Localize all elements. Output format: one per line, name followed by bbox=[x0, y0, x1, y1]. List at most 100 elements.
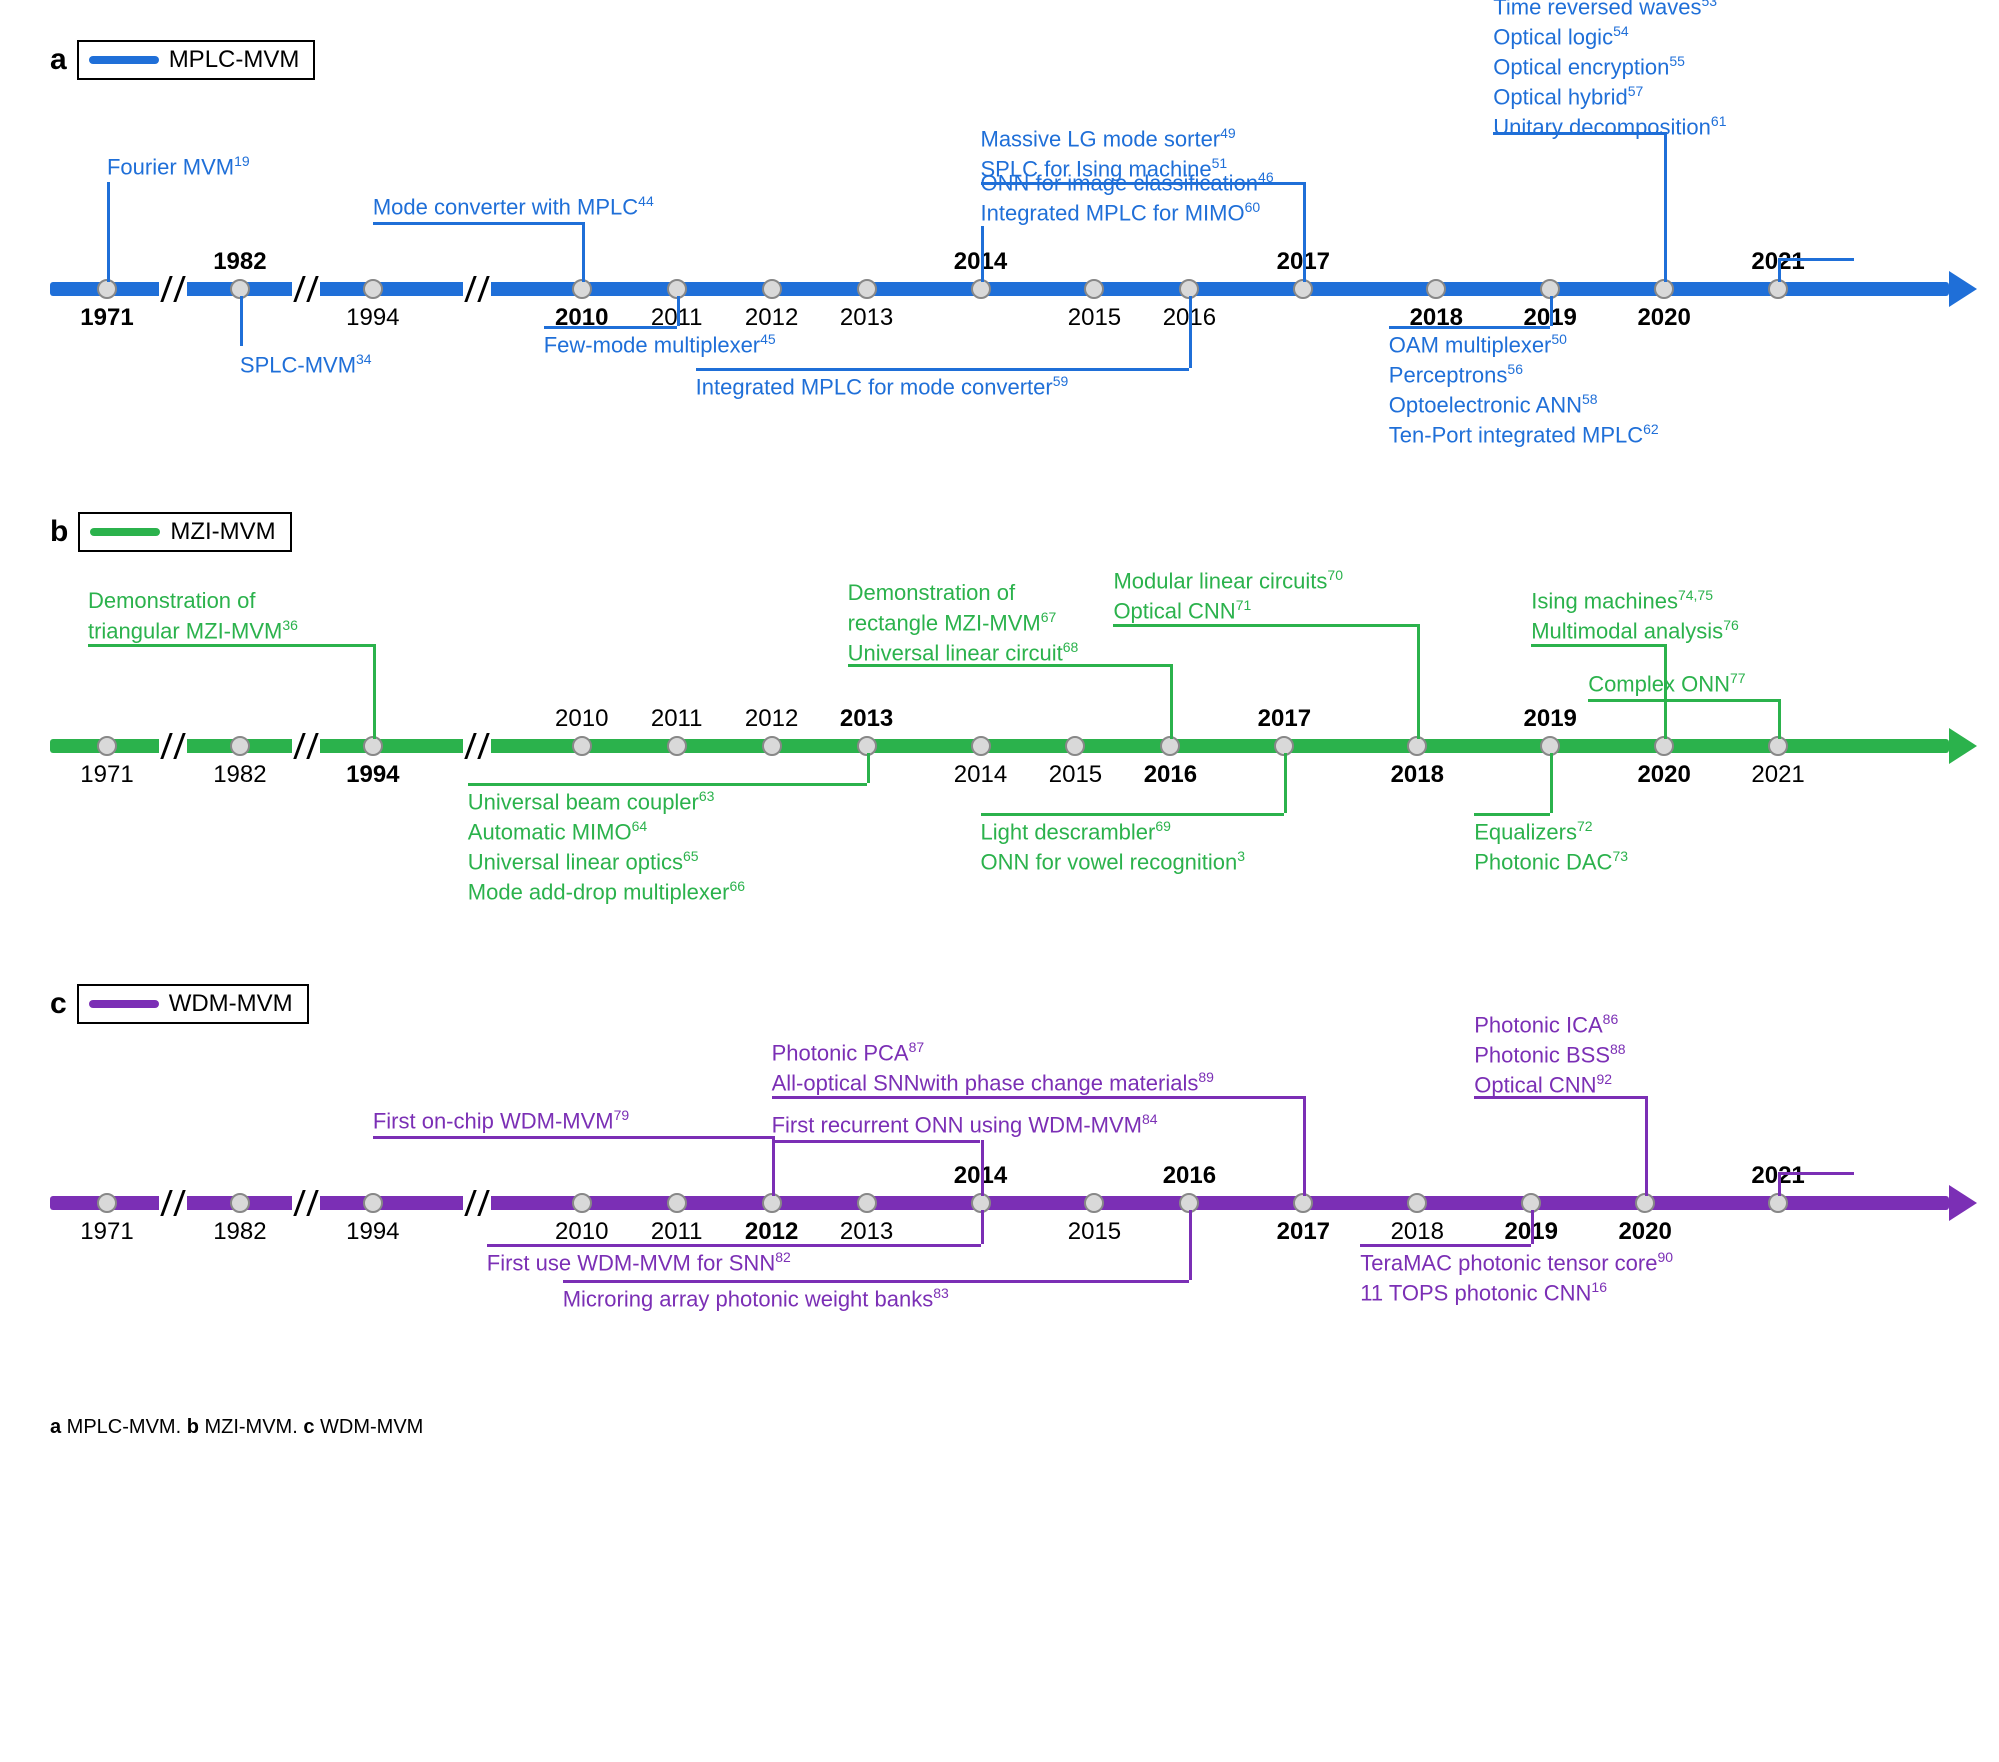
year-label: 1994 bbox=[346, 1218, 399, 1246]
citation-superscript: 88 bbox=[1610, 1041, 1626, 1057]
callout-text: Demonstration ofrectangle MZI-MVM67Unive… bbox=[848, 578, 1079, 668]
axis-break-icon bbox=[292, 1196, 320, 1210]
citation-superscript: 79 bbox=[614, 1107, 630, 1123]
citation-superscript: 68 bbox=[1063, 639, 1079, 655]
callout-text: Mode converter with MPLC44 bbox=[373, 192, 654, 222]
callout-line: rectangle MZI-MVM67 bbox=[848, 608, 1079, 638]
panel-b: bMZI-MVM19711982199420102011201220132014… bbox=[50, 512, 1949, 924]
arrowhead-icon bbox=[1949, 271, 1977, 307]
callout-line: ONN for vowel recognition3 bbox=[981, 847, 1246, 877]
year-tick bbox=[1160, 736, 1180, 756]
callout-text: OAM multiplexer50Perceptrons56Optoelectr… bbox=[1389, 330, 1659, 450]
year-label: 2018 bbox=[1391, 761, 1444, 789]
callout-lead bbox=[582, 222, 585, 282]
citation-superscript: 66 bbox=[729, 878, 745, 894]
year-label: 2013 bbox=[840, 1218, 893, 1246]
callout-line: Demonstration of bbox=[848, 578, 1079, 608]
year-label: 2010 bbox=[555, 705, 608, 733]
citation-superscript: 77 bbox=[1730, 670, 1746, 686]
callout-text: Demonstration oftriangular MZI-MVM36 bbox=[88, 586, 298, 646]
callout-lead bbox=[1778, 1172, 1854, 1175]
callout-text: Modular linear circuits70Optical CNN71 bbox=[1113, 566, 1343, 626]
year-label: 2014 bbox=[954, 761, 1007, 789]
axis-break-icon bbox=[159, 739, 187, 753]
callout-text: ONN for image classification46Integrated… bbox=[981, 168, 1274, 228]
callout-lead bbox=[1664, 132, 1667, 282]
year-label: 2010 bbox=[555, 1218, 608, 1246]
citation-superscript: 60 bbox=[1245, 199, 1261, 215]
callout-line: Fourier MVM19 bbox=[107, 152, 250, 182]
callout-line: Complex ONN77 bbox=[1588, 669, 1745, 699]
citation-superscript: 36 bbox=[282, 617, 298, 633]
callout-lead bbox=[677, 296, 680, 326]
citation-superscript: 59 bbox=[1053, 373, 1069, 389]
callout-line: ONN for image classification46 bbox=[981, 168, 1274, 198]
legend-swatch bbox=[90, 528, 160, 536]
year-tick bbox=[572, 1193, 592, 1213]
callout-line: 11 TOPS photonic CNN16 bbox=[1360, 1278, 1673, 1308]
callout-lead bbox=[1389, 326, 1550, 329]
citation-superscript: 57 bbox=[1628, 83, 1644, 99]
callout-line: Automatic MIMO64 bbox=[468, 817, 745, 847]
callout-line: First use WDM-MVM for SNN82 bbox=[487, 1248, 791, 1278]
year-label: 2020 bbox=[1618, 1218, 1671, 1246]
legend-text: WDM-MVM bbox=[169, 990, 293, 1018]
year-label: 2012 bbox=[745, 1218, 798, 1246]
year-tick bbox=[857, 279, 877, 299]
callout-line: Unitary decomposition61 bbox=[1493, 112, 1743, 142]
year-tick bbox=[572, 736, 592, 756]
callout-line: Massive LG mode sorter49 bbox=[981, 124, 1236, 154]
citation-superscript: 71 bbox=[1236, 597, 1252, 613]
callout-text: Integrated MPLC for mode converter59 bbox=[696, 372, 1069, 402]
callout-lead bbox=[867, 753, 870, 783]
callout-text: Photonic PCA87All-optical SNNwith phase … bbox=[772, 1038, 1214, 1098]
citation-superscript: 65 bbox=[683, 848, 699, 864]
year-tick bbox=[1065, 736, 1085, 756]
year-label: 1982 bbox=[213, 761, 266, 789]
year-tick bbox=[1084, 279, 1104, 299]
callout-lead bbox=[772, 1136, 775, 1196]
callout-line: Optical CNN71 bbox=[1113, 596, 1343, 626]
callout-line: Demonstration of bbox=[88, 586, 298, 616]
legend-text: MPLC-MVM bbox=[169, 46, 300, 74]
callout-lead bbox=[981, 1210, 984, 1244]
year-label: 2019 bbox=[1524, 705, 1577, 733]
year-label: 1982 bbox=[213, 1218, 266, 1246]
callout-text: Light descrambler69ONN for vowel recogni… bbox=[981, 817, 1246, 877]
citation-superscript: 54 bbox=[1613, 23, 1629, 39]
callout-line: Universal linear circuit68 bbox=[848, 638, 1079, 668]
citation-superscript: 83 bbox=[933, 1285, 949, 1301]
callout-line: Integrated MPLC for mode converter59 bbox=[696, 372, 1069, 402]
callout-text: First on-chip WDM-MVM79 bbox=[373, 1106, 629, 1136]
figure-caption: a MPLC-MVM. b MZI-MVM. c WDM-MVM bbox=[50, 1416, 1949, 1439]
callout-line: Photonic DAC73 bbox=[1474, 847, 1628, 877]
callout-lead bbox=[1170, 664, 1173, 739]
callout-line: All-optical SNNwith phase change materia… bbox=[772, 1068, 1214, 1098]
callout-line: SPLC-MVM34 bbox=[240, 350, 372, 380]
citation-superscript: 90 bbox=[1657, 1249, 1673, 1265]
caption-label: c bbox=[303, 1416, 314, 1438]
legend-text: MZI-MVM bbox=[170, 518, 275, 546]
caption-label: a bbox=[50, 1416, 61, 1438]
year-label: 1982 bbox=[213, 248, 266, 276]
citation-superscript: 46 bbox=[1258, 169, 1274, 185]
callout-line: Universal linear optics65 bbox=[468, 847, 745, 877]
callout-line: Photonic ICA86 bbox=[1474, 1010, 1625, 1040]
callout-line: OAM multiplexer50 bbox=[1389, 330, 1659, 360]
callout-line: First recurrent ONN using WDM-MVM84 bbox=[772, 1110, 1158, 1140]
year-tick bbox=[97, 1193, 117, 1213]
panel-label-a: a bbox=[50, 43, 67, 77]
timeline-b: 1971198219942010201120122013201420152016… bbox=[50, 564, 1949, 924]
callout-text: Equalizers72Photonic DAC73 bbox=[1474, 817, 1628, 877]
callout-lead bbox=[981, 226, 984, 282]
callout-lead bbox=[1303, 182, 1306, 282]
callout-lead bbox=[373, 222, 582, 225]
year-tick bbox=[667, 736, 687, 756]
callout-line: Photonic BSS88 bbox=[1474, 1040, 1625, 1070]
year-label: 1971 bbox=[80, 1218, 133, 1246]
callout-line: Optoelectronic ANN58 bbox=[1389, 390, 1659, 420]
year-tick bbox=[1426, 279, 1446, 299]
year-label: 2015 bbox=[1068, 1218, 1121, 1246]
callout-lead bbox=[1189, 296, 1192, 368]
axis-break-icon bbox=[292, 739, 320, 753]
